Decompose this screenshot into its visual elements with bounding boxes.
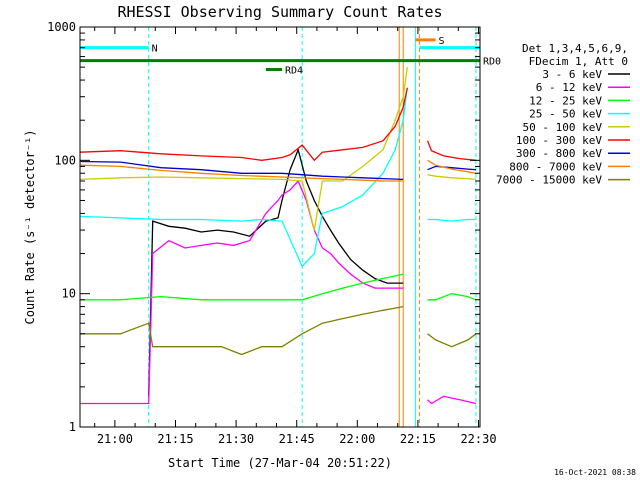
y-tick-label-0: 1 — [69, 420, 76, 434]
series-line-8 — [80, 305, 404, 356]
legend-label-8: 7000 - 15000 keV — [496, 174, 602, 187]
y-tick-label-3: 1000 — [47, 20, 76, 34]
post-gap-line-1 — [427, 165, 477, 171]
legend: Det 1,3,4,5,6,9,FDecim 1, Att 03 - 6 keV… — [496, 42, 630, 187]
x-tick-label-2: 21:30 — [218, 432, 254, 446]
plot-marks: N S RD0 RD4 — [79, 27, 501, 427]
post-gap-line-4 — [427, 218, 476, 222]
x-tick-label-3: 21:45 — [279, 432, 315, 446]
legend-label-5: 100 - 300 keV — [516, 134, 602, 147]
legend-label-1: 6 - 12 keV — [536, 81, 603, 94]
y-axis: 1 10 100 1000 — [47, 20, 480, 434]
post-gap-line-6 — [427, 333, 477, 348]
flag-label-0: N — [152, 44, 158, 55]
legend-label-6: 300 - 800 keV — [516, 147, 602, 160]
x-axis-label: Start Time (27-Mar-04 20:51:22) — [168, 456, 392, 470]
chart-title: RHESSI Observing Summary Count Rates — [117, 3, 442, 21]
post-gap-line-0 — [426, 140, 477, 161]
timestamp: 16-Oct-2021 08:38 — [554, 468, 636, 477]
y-axis-label: Count Rate (s⁻¹ detector⁻¹) — [23, 129, 37, 324]
flag-label-3: RD0 — [483, 57, 501, 68]
series-line-4 — [79, 67, 408, 231]
series-line-3 — [79, 87, 408, 268]
legend-label-3: 25 - 50 keV — [529, 108, 602, 121]
flag-label-4: RD4 — [285, 66, 303, 77]
y-tick-label-2: 100 — [54, 153, 76, 167]
x-tick-label-5: 22:15 — [400, 432, 436, 446]
series-line-1 — [80, 179, 404, 405]
series-line-6 — [79, 160, 404, 181]
post-gap-line-2 — [427, 159, 477, 174]
post-gap-line-5 — [427, 293, 477, 301]
series-line-5 — [79, 87, 408, 162]
legend-label-4: 50 - 100 keV — [523, 121, 603, 134]
series-line-0 — [148, 147, 404, 397]
legend-label-2: 12 - 25 keV — [529, 94, 602, 107]
x-tick-label-1: 21:15 — [157, 432, 193, 446]
post-gap-line-7 — [427, 395, 477, 405]
x-tick-label-4: 22:00 — [339, 432, 375, 446]
x-tick-label-0: 21:00 — [97, 432, 133, 446]
flag-label-2: S — [439, 36, 445, 47]
y-tick-label-1: 10 — [62, 287, 76, 301]
x-axis: 21:00 21:15 21:30 21:45 22:00 22:15 22:30 — [94, 27, 497, 446]
post-gap-line-3 — [427, 174, 477, 181]
legend-label-7: 800 - 7000 keV — [509, 160, 602, 173]
series-line-7 — [79, 164, 404, 182]
plot-frame — [79, 26, 481, 428]
legend-label-0: 3 - 6 keV — [542, 68, 602, 81]
series-line-2 — [80, 273, 404, 301]
x-tick-label-6: 22:30 — [460, 432, 496, 446]
legend-header-1: FDecim 1, Att 0 — [529, 55, 628, 68]
legend-header-0: Det 1,3,4,5,6,9, — [522, 42, 628, 55]
